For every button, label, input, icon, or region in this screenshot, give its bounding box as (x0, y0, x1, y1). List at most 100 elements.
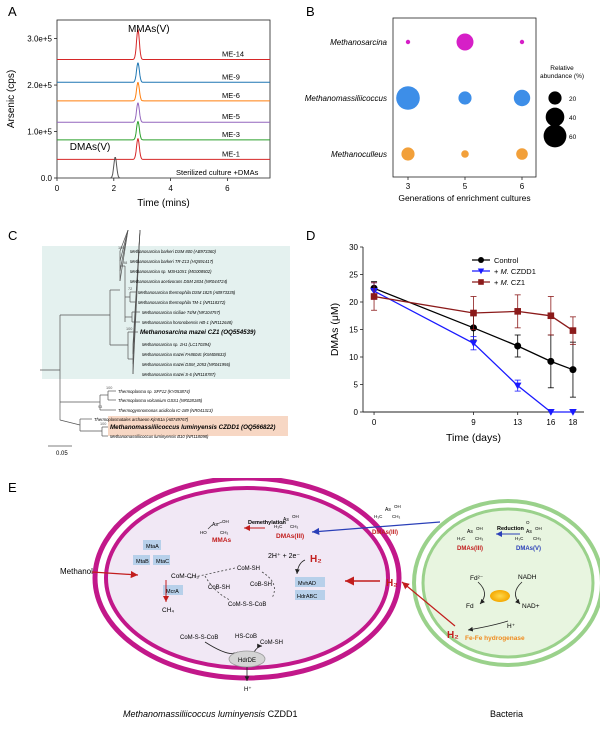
dmas-iii-inner-structure: As OH H₃C CH₃ (274, 514, 299, 529)
row-label: Methanomassiliicoccus (305, 94, 387, 103)
y-tick-label: 10 (349, 353, 358, 362)
svg-text:CH₃: CH₃ (533, 536, 541, 541)
scale-bar-label: 0.05 (56, 451, 68, 457)
x-tick-label: 6 (225, 184, 230, 193)
enzyme-mcra: McrA (166, 589, 179, 595)
bubble-chart: B MethanosarcinaMethanomassiliicoccusMet… (305, 4, 584, 203)
svg-text:H₃C: H₃C (457, 536, 466, 541)
legend-marker (478, 279, 484, 285)
trace-line (57, 62, 270, 83)
taxon-label: Methanomassiliicoccus luminyensis B10 (N… (110, 434, 209, 439)
taxon-label: Methanosarcina thermophila DSM 1825 (AB9… (138, 290, 236, 295)
reduction-label: Reduction (497, 526, 525, 532)
enzyme-mtab-box (133, 555, 150, 565)
panel-d: D 0 5 10 15 20 25 30 0 9 13 16 18 DMAs (μM) Time (day… (300, 228, 600, 460)
legend-label: Control (494, 256, 519, 265)
bootstrap-value: 100 (106, 386, 112, 390)
hplus-bacteria-label: H⁺ (507, 623, 515, 630)
svg-text:H₃C: H₃C (274, 524, 283, 529)
legend-title-line1: Relative (550, 65, 574, 72)
nadp-label: NAD+ (522, 603, 540, 610)
bubble-point (513, 89, 531, 107)
data-point (513, 382, 522, 390)
taxon-label: Methanosarcina mazei S-6 (NR118787) (142, 372, 216, 377)
taxon-label: Thermoplasma sp. SFF12 (KY053874) (118, 389, 191, 394)
bacteria-caption: Bacteria (490, 709, 523, 719)
axes-frame (392, 17, 537, 178)
tree-branches: Methanosarcina barkeri DSM 800 (AB973360… (40, 229, 275, 457)
enzyme-hdrabc-box (295, 590, 325, 600)
com-s-s-cob-label-1: CoM-S-S-CoB (228, 602, 266, 608)
x-tick-label: 13 (513, 418, 522, 427)
chromatogram-plot-area: 0.0 1.0e+5 2.0e+5 3.0e+5 0 2 4 6 Arsenic (cps) Ti… (6, 19, 271, 209)
com-sh-label-1: CoM-SH (237, 566, 260, 572)
h2-between-label: H₂ (386, 578, 398, 589)
taxon-label: Methanosarcina barkeri DSM 800 (AB973360… (130, 249, 216, 254)
legend-title-line2: abundance (%) (540, 73, 584, 80)
panel-a: A 0.0 1.0e+5 2.0e+5 3.0e+5 0 2 4 6 Arsenic (cps)… (0, 0, 300, 230)
panel-c: C Methanosarcina barkeri DSM 800 (AB9733… (0, 228, 300, 460)
y-tick-label: 2.0e+5 (27, 81, 52, 90)
taxon-label: Methanosarcina mazei FA8604c (KM408633) (142, 352, 227, 357)
dmas-iii-bacteria-structure: As OH H₃C CH₃ (457, 526, 483, 541)
trace-line (57, 138, 270, 160)
x-tick-label: 5 (463, 182, 468, 191)
y-tick-label: 3.0e+5 (27, 35, 52, 44)
archaeal-cell (92, 475, 402, 681)
dmas-transfer-arrow (311, 521, 441, 536)
svg-text:As: As (467, 529, 473, 535)
dmas-peak-label: DMAs(V) (70, 142, 111, 153)
hydrogenase-label: Fe-Fe hydrogenase (465, 635, 525, 642)
legend-label: + M. CZDD1 (494, 267, 536, 276)
svg-text:OH: OH (292, 514, 299, 519)
panel-letter-c: C (8, 230, 17, 243)
tree-branch (59, 419, 81, 426)
chromatogram-chart: A 0.0 1.0e+5 2.0e+5 3.0e+5 0 2 4 6 Arsenic (cps)… (6, 4, 271, 209)
hydrogenase-enzyme-icon (490, 590, 510, 602)
demethylation-label: Demethylation (248, 520, 287, 526)
enzyme-mtaa-box (143, 540, 161, 550)
h2-bacteria-arrow (401, 581, 456, 627)
trace-label: ME-6 (222, 91, 240, 100)
bubble-point (461, 150, 469, 158)
svg-text:CH₃: CH₃ (220, 530, 228, 535)
y-tick-label: 1.0e+5 (27, 128, 52, 137)
legend-size-bubble (543, 124, 567, 148)
bubble-point (458, 91, 472, 105)
svg-text:As: As (212, 522, 218, 528)
enzyme-mtaa: MtaA (146, 544, 159, 550)
trace-label: Sterilized culture +DMAs (176, 168, 259, 177)
dmas-iii-bacteria-label: DMAs(III) (457, 546, 483, 552)
x-tick-label: 18 (568, 418, 577, 427)
bootstrap-value: 100 (118, 246, 124, 250)
h2-bacteria-label: H₂ (447, 630, 459, 641)
legend-size-label: 20 (569, 96, 577, 103)
fd-label: Fd (466, 603, 474, 610)
dmas-iii-inner-label: DMAs(III) (276, 533, 304, 540)
y-tick-label: 15 (349, 326, 358, 335)
tree-branch (119, 229, 129, 252)
hplus-out-label: H⁺ (244, 686, 252, 693)
svg-text:OH: OH (535, 526, 542, 531)
x-axis-label: Time (days) (446, 432, 501, 444)
bootstrap-value: 72 (128, 287, 132, 291)
enzyme-hdrabc: HdrABC (297, 594, 317, 600)
data-point (470, 309, 477, 317)
svg-text:CH₃: CH₃ (290, 524, 298, 529)
methanomassiliicoccus-clade-highlight (108, 416, 288, 436)
panel-e: E Methanol MtaA MtaB MtaC McrA MvhAD Hdr… (0, 475, 600, 741)
data-point (514, 308, 521, 315)
methanosarcina-clade-highlight (42, 246, 290, 379)
taxon-label: Methanosarcina siciliae T4/M (NR104757) (142, 310, 221, 315)
dmas-v-label: DMAs(V) (516, 546, 541, 552)
x-axis-label: Generations of enrichment cultures (398, 193, 530, 203)
archaea-caption: Methanomassiliicoccus luminyensis CZDD1 (123, 709, 298, 719)
fd2-label: Fd²⁻ (470, 575, 483, 582)
panel-b: B Methanosarcina Methanomassiliicoccus Met… (300, 0, 600, 230)
taxon-label: Methanosarcina horonobensis HB-1 (NR1126… (142, 320, 233, 325)
x-tick-label: 16 (546, 418, 555, 427)
legend-size-label: 40 (569, 115, 577, 122)
mmas-peak-label: MMAs(V) (128, 24, 170, 35)
enzyme-mtac-box (153, 555, 170, 565)
x-tick-label: 0 (55, 184, 60, 193)
